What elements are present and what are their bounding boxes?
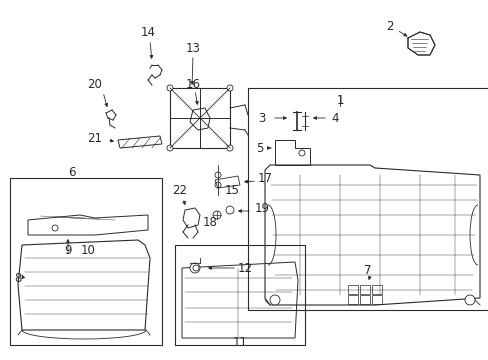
Text: 6: 6 [68, 166, 76, 179]
Bar [359, 285, 369, 294]
Circle shape [226, 85, 232, 91]
Text: 17: 17 [258, 171, 272, 184]
Bar [371, 295, 381, 304]
Bar [247, 88, 488, 310]
Text: 8: 8 [14, 271, 21, 284]
Text: 16: 16 [185, 77, 200, 90]
Circle shape [167, 85, 173, 91]
Circle shape [190, 263, 200, 273]
Bar [10, 178, 162, 345]
Text: 15: 15 [224, 184, 240, 197]
Text: 12: 12 [237, 261, 252, 274]
Text: 18: 18 [202, 216, 217, 229]
Circle shape [52, 225, 58, 231]
Bar [170, 88, 229, 148]
Bar [175, 245, 305, 345]
Text: 2: 2 [386, 19, 393, 32]
Circle shape [298, 150, 305, 156]
Text: 22: 22 [172, 184, 187, 197]
Text: 5: 5 [256, 141, 263, 154]
Text: 3: 3 [258, 112, 265, 125]
Text: 10: 10 [81, 243, 95, 256]
Text: 11: 11 [232, 336, 247, 348]
Bar [359, 295, 369, 304]
Text: 9: 9 [64, 243, 72, 256]
Bar [371, 285, 381, 294]
Circle shape [213, 211, 221, 219]
Circle shape [193, 265, 199, 271]
Circle shape [167, 145, 173, 151]
Circle shape [225, 206, 234, 214]
Text: 21: 21 [87, 131, 102, 144]
Bar [347, 285, 357, 294]
Text: 20: 20 [87, 78, 102, 91]
Text: 1: 1 [336, 94, 343, 107]
Circle shape [226, 145, 232, 151]
Text: 13: 13 [185, 41, 200, 54]
Circle shape [464, 295, 474, 305]
Text: 14: 14 [140, 26, 155, 39]
Text: 4: 4 [330, 112, 338, 125]
Text: 7: 7 [364, 264, 371, 276]
Bar [347, 295, 357, 304]
Circle shape [215, 182, 221, 188]
Circle shape [215, 172, 221, 178]
Circle shape [269, 295, 280, 305]
Text: 19: 19 [254, 202, 269, 215]
